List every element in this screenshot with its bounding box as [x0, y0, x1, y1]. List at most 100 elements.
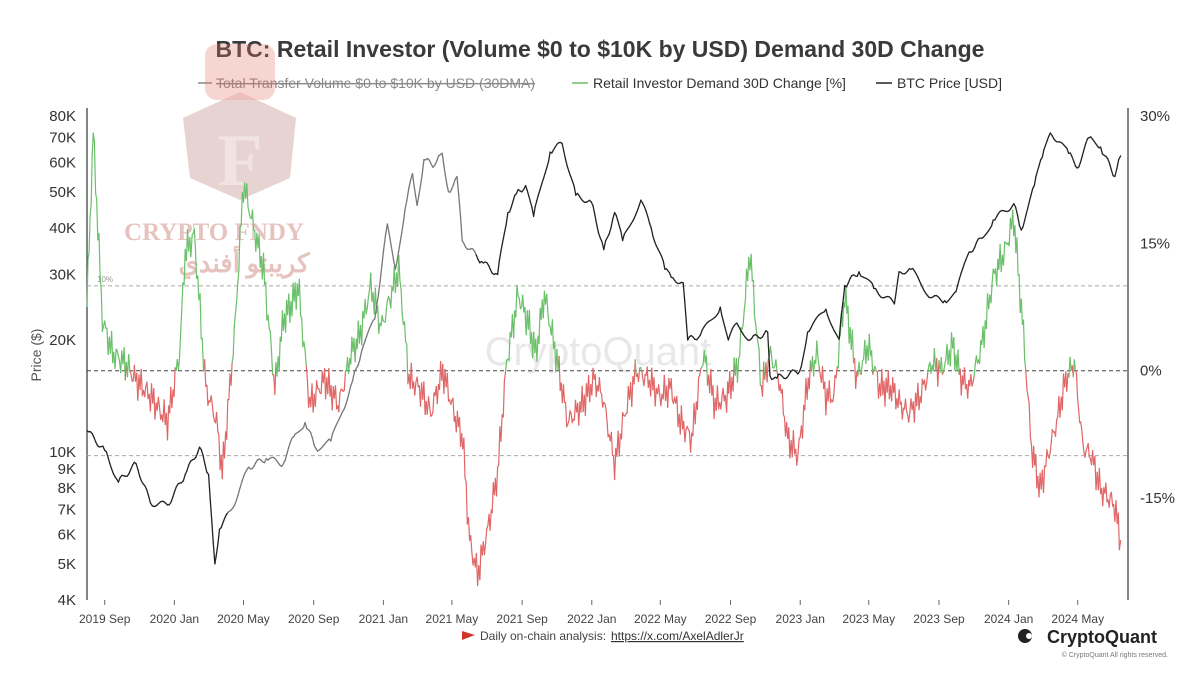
demand-segment — [237, 269, 240, 284]
price-segment — [408, 179, 412, 189]
price-segment — [367, 326, 371, 333]
demand-segment — [1087, 443, 1090, 458]
price-segment — [528, 195, 532, 203]
demand-segment — [637, 367, 641, 382]
price-segment — [186, 464, 190, 472]
price-segment — [532, 206, 536, 217]
x-tick-label: 2022 Jan — [567, 612, 616, 626]
demand-segment — [128, 354, 131, 372]
demand-segment — [432, 392, 435, 413]
demand-segment — [398, 254, 401, 281]
left-tick-label: 60K — [49, 154, 76, 171]
price-segment — [536, 193, 540, 201]
price-segment — [594, 213, 598, 225]
price-segment — [838, 317, 842, 340]
price-segment — [362, 340, 366, 347]
price-segment — [840, 301, 844, 319]
demand-segment — [551, 319, 555, 349]
price-segment — [345, 398, 349, 406]
price-segment — [339, 411, 343, 417]
demand-segment — [913, 392, 917, 423]
right-tick-label: 30% — [1140, 108, 1170, 125]
demand-segment — [769, 345, 773, 357]
price-segment — [253, 462, 257, 467]
demand-segment — [230, 362, 233, 386]
demand-segment — [1098, 467, 1102, 495]
price-segment — [960, 267, 964, 275]
cryptoquant-logo-inner-icon — [1026, 633, 1032, 639]
price-segment — [381, 247, 385, 266]
demand-segment — [991, 268, 994, 284]
price-segment — [399, 231, 403, 243]
price-segment — [962, 263, 965, 270]
demand-segment — [270, 347, 274, 376]
price-segment — [402, 208, 406, 223]
price-segment — [200, 448, 204, 457]
demand-segment — [410, 362, 414, 389]
price-segment — [361, 345, 364, 352]
demand-segment — [538, 307, 541, 345]
price-segment — [117, 476, 121, 483]
demand-segment — [89, 203, 92, 217]
legend-item-price[interactable]: BTC Price [USD] — [897, 75, 1002, 91]
demand-segment — [835, 366, 838, 379]
demand-segment — [973, 362, 976, 377]
x-tick-label: 2022 Sep — [705, 612, 757, 626]
demand-segment — [1055, 415, 1059, 422]
price-segment — [411, 172, 415, 186]
demand-segment — [86, 258, 89, 307]
price-segment — [209, 498, 213, 522]
demand-series — [86, 132, 1122, 587]
demand-segment — [99, 274, 102, 292]
demand-segment — [1023, 358, 1027, 372]
price-segment — [1022, 220, 1026, 228]
demand-segment — [1084, 450, 1087, 458]
demand-segment — [837, 337, 840, 369]
demand-segment — [316, 380, 319, 389]
price-segment — [416, 195, 420, 207]
price-segment — [564, 158, 568, 167]
demand-segment — [1045, 449, 1048, 468]
price-segment — [1066, 147, 1070, 154]
demand-segment — [381, 314, 384, 322]
price-segment — [767, 331, 771, 377]
demand-segment — [775, 359, 778, 372]
demand-segment — [206, 384, 209, 406]
demand-segment — [562, 384, 566, 403]
analysis-link[interactable]: https://x.com/AxelAdlerJr — [611, 629, 744, 643]
price-segment — [413, 184, 417, 196]
demand-segment — [228, 373, 231, 401]
price-segment — [685, 319, 689, 341]
price-segment — [172, 490, 176, 498]
demand-segment — [942, 364, 946, 373]
legend-item-volume[interactable]: Total Transfer Volume $0 to $10K by USD … — [216, 75, 535, 91]
demand-segment — [1042, 465, 1046, 493]
demand-segment — [416, 376, 419, 388]
price-segment — [375, 294, 380, 308]
price-segment — [309, 431, 314, 439]
right-axis-ticks: 30% 15% 0% -15% — [1140, 108, 1175, 507]
price-segment — [896, 271, 900, 283]
demand-segment — [1073, 359, 1077, 372]
price-segment — [610, 218, 614, 229]
price-segment — [389, 241, 393, 253]
price-segment — [973, 242, 978, 249]
demand-segment — [741, 324, 744, 330]
demand-segment — [221, 441, 224, 480]
logo-letter: F — [217, 120, 262, 202]
demand-segment — [1029, 436, 1033, 446]
demand-segment — [1081, 429, 1084, 444]
demand-segment — [1075, 372, 1079, 398]
price-segment — [537, 188, 541, 196]
demand-segment — [144, 385, 147, 398]
price-segment — [1114, 168, 1118, 178]
demand-segment — [750, 253, 753, 282]
demand-segment — [536, 335, 539, 362]
legend-item-demand[interactable]: Retail Investor Demand 30D Change [%] — [593, 75, 846, 91]
demand-segment — [1108, 494, 1111, 508]
demand-segment — [130, 373, 133, 382]
demand-segment — [816, 340, 819, 358]
x-tick-label: 2022 May — [634, 612, 687, 626]
